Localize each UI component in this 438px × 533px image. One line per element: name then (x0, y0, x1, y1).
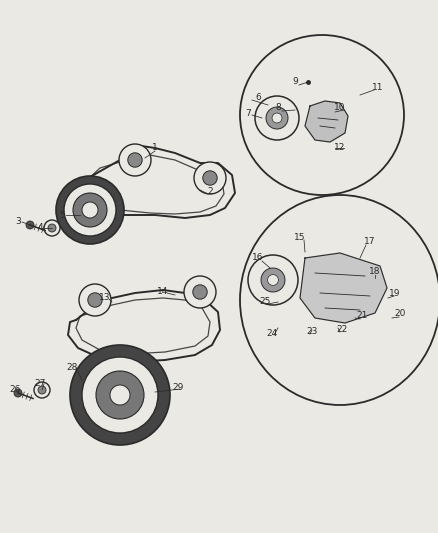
Circle shape (110, 385, 130, 405)
Circle shape (73, 193, 107, 227)
Circle shape (56, 176, 124, 244)
Text: 5: 5 (59, 211, 65, 220)
Circle shape (64, 184, 116, 236)
Circle shape (345, 82, 351, 88)
Text: 11: 11 (372, 83, 384, 92)
Polygon shape (305, 101, 348, 142)
Circle shape (48, 224, 56, 232)
Circle shape (44, 220, 60, 236)
Text: 2: 2 (207, 188, 213, 197)
Text: 3: 3 (15, 217, 21, 227)
Text: 1: 1 (152, 143, 158, 152)
Circle shape (255, 96, 299, 140)
Circle shape (119, 144, 151, 176)
Circle shape (355, 107, 361, 113)
Text: 19: 19 (389, 288, 401, 297)
Text: 17: 17 (364, 238, 376, 246)
Text: 12: 12 (334, 143, 346, 152)
Text: 29: 29 (172, 384, 184, 392)
Circle shape (272, 325, 278, 331)
Circle shape (282, 242, 288, 248)
Text: 27: 27 (34, 379, 46, 389)
Circle shape (248, 255, 298, 305)
Text: 8: 8 (275, 103, 281, 112)
Circle shape (128, 153, 142, 167)
Circle shape (88, 293, 102, 307)
Text: 26: 26 (9, 385, 21, 394)
Circle shape (319, 337, 325, 343)
Text: 13: 13 (99, 294, 111, 303)
Ellipse shape (240, 195, 438, 405)
Text: 15: 15 (294, 232, 306, 241)
Circle shape (387, 292, 393, 298)
Circle shape (26, 221, 34, 229)
Circle shape (272, 113, 282, 123)
Circle shape (319, 147, 325, 153)
Circle shape (14, 389, 22, 397)
Circle shape (399, 315, 405, 321)
Circle shape (70, 345, 170, 445)
Text: 22: 22 (336, 326, 348, 335)
Circle shape (82, 202, 98, 218)
Circle shape (193, 285, 207, 299)
Text: 25: 25 (259, 297, 271, 306)
Circle shape (203, 171, 217, 185)
Ellipse shape (240, 35, 404, 195)
Circle shape (82, 357, 158, 433)
Text: 28: 28 (66, 364, 78, 373)
Circle shape (293, 255, 299, 261)
Text: 14: 14 (157, 287, 169, 296)
Circle shape (295, 332, 301, 338)
Circle shape (194, 162, 226, 194)
Text: 10: 10 (334, 102, 346, 111)
Text: 9: 9 (292, 77, 298, 86)
Text: 23: 23 (306, 327, 318, 336)
Circle shape (266, 107, 288, 129)
Circle shape (38, 386, 46, 394)
Circle shape (268, 274, 279, 285)
Text: 24: 24 (266, 328, 278, 337)
Circle shape (261, 268, 285, 292)
Circle shape (96, 371, 144, 419)
Text: 4: 4 (37, 223, 43, 232)
Circle shape (184, 276, 216, 308)
Circle shape (79, 284, 111, 316)
Polygon shape (300, 253, 387, 323)
Text: 18: 18 (369, 268, 381, 277)
Text: 7: 7 (245, 109, 251, 117)
Text: 20: 20 (394, 310, 406, 319)
Circle shape (352, 317, 358, 323)
Text: 16: 16 (252, 254, 264, 262)
Circle shape (34, 382, 50, 398)
Text: 21: 21 (356, 311, 367, 320)
Text: 6: 6 (255, 93, 261, 101)
